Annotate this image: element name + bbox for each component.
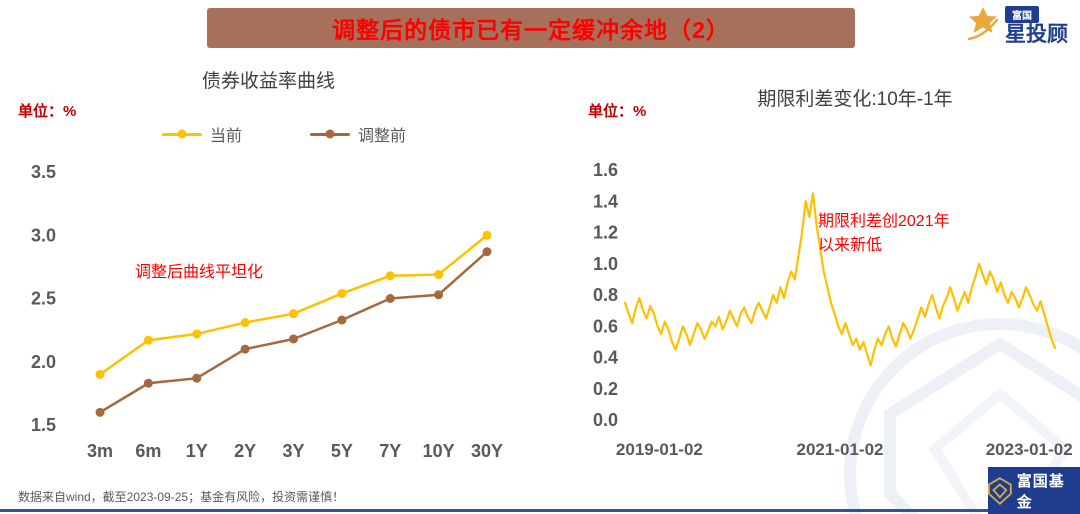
svg-text:2.5: 2.5 [31,289,56,309]
svg-text:7Y: 7Y [379,441,401,461]
banner: 调整后的债市已有一定缓冲余地（2） [207,8,855,48]
corner-logo-label: 富国基金 [1016,472,1065,511]
bottom-divider [0,509,1080,512]
svg-text:2023-01-02: 2023-01-02 [986,440,1073,459]
svg-text:30Y: 30Y [471,441,503,461]
svg-text:1.6: 1.6 [593,160,618,180]
left-chart-unit-label: 单位：% [18,103,77,120]
svg-text:2021-01-02: 2021-01-02 [797,440,884,459]
yield-curve-chart: 1.5 2.0 2.5 3.0 3.5 3m 6m 1Y 2Y 3Y 5Y 7Y 10Y 30Y [31,162,503,461]
legend-item-current: 当前 [162,122,242,146]
svg-text:0.8: 0.8 [593,285,618,305]
legend-label-before: 调整前 [358,128,407,145]
shield-icon [988,476,1012,505]
legend-marker-current [177,129,187,139]
left-chart-annotation: 调整后曲线平坦化 [135,264,264,281]
svg-text:2Y: 2Y [234,441,256,461]
svg-text:6m: 6m [135,441,161,461]
right-chart-title: 期限利差变化:10年-1年 [757,89,953,110]
right-chart-unit-label: 单位：% [588,103,647,120]
star-icon [967,7,999,41]
svg-text:3Y: 3Y [282,441,304,461]
svg-text:3.0: 3.0 [31,225,56,245]
corner-logo: 富国基金 [988,467,1080,514]
banner-title: 调整后的债市已有一定缓冲余地（2） [332,17,730,43]
term-spread-chart: 0.0 0.2 0.4 0.6 0.8 1.0 1.2 1.4 1.6 2019-01-02 202… [593,160,1073,459]
svg-text:1.5: 1.5 [31,415,56,435]
svg-text:1.2: 1.2 [593,223,618,243]
svg-text:0.6: 0.6 [593,316,618,336]
svg-text:0.2: 0.2 [593,379,618,399]
footer-note: 数据来自wind，截至2023-09-25；基金有风险，投资需谨慎！ [18,490,345,504]
legend-marker-before [325,129,335,139]
left-chart-title: 债券收益率曲线 [202,71,336,92]
svg-text:3m: 3m [87,441,113,461]
brand-text-block: 富国 星投顾 [1005,5,1068,46]
svg-text:0.4: 0.4 [593,348,618,368]
svg-text:3.5: 3.5 [31,162,56,182]
left-chart-legend: 当前 调整前 [162,122,406,146]
brand-logo: 富国 星投顾 [966,5,1068,47]
legend-swatch-before [310,129,351,139]
legend-label-current: 当前 [210,128,243,145]
right-chart-annotation-line1: 期限利差创2021年 [818,213,950,230]
svg-text:1Y: 1Y [186,441,208,461]
watermark-logo [844,318,1080,514]
svg-text:1.4: 1.4 [593,191,618,211]
svg-text:2.0: 2.0 [31,352,56,372]
brand-small-label: 富国 [1005,5,1039,23]
svg-text:2019-01-02: 2019-01-02 [616,440,703,459]
legend-swatch-current [162,129,202,139]
legend-item-before: 调整前 [310,122,406,146]
right-chart-annotation: 期限利差创2021年 以来新低 [818,210,950,258]
brand-main-label: 星投顾 [1005,22,1068,46]
svg-text:10Y: 10Y [423,441,455,461]
svg-text:5Y: 5Y [331,441,353,461]
right-chart-annotation-line2: 以来新低 [818,237,883,254]
svg-text:1.0: 1.0 [593,254,618,274]
svg-text:0.0: 0.0 [593,410,618,430]
